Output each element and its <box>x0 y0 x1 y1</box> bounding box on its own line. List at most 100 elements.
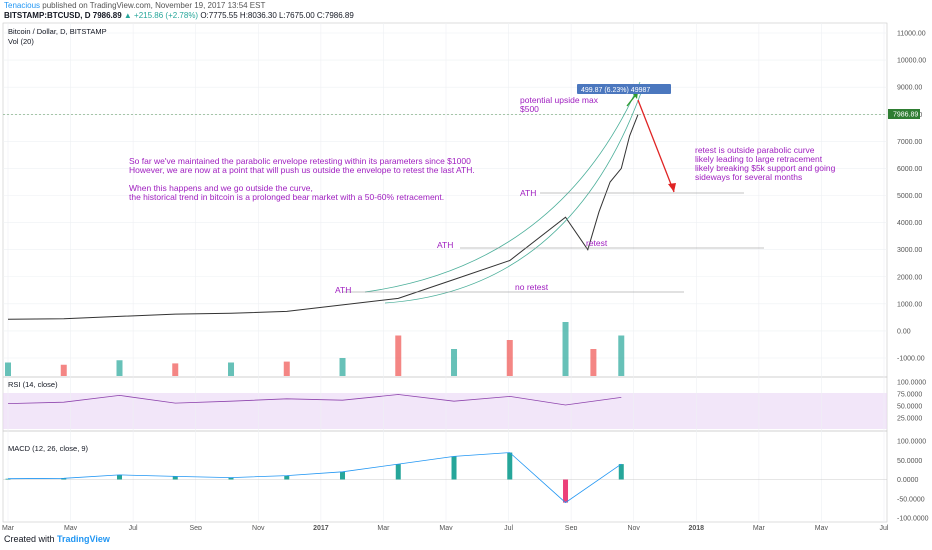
time-tick-label: Jul <box>504 525 513 530</box>
macd-line <box>7 452 622 504</box>
time-tick-label: May <box>439 525 453 530</box>
macd-histogram-bar <box>228 477 234 480</box>
rsi-tick-label: 50.0000 <box>897 404 922 411</box>
ath-label-1: ATH <box>335 285 351 295</box>
volume-bar <box>590 349 597 376</box>
upside-note-2: $500 <box>520 104 539 114</box>
macd-histogram-bar <box>395 464 401 480</box>
last-price-tag <box>888 109 920 119</box>
macd-histogram-bar <box>61 478 67 480</box>
macd-histogram-bar <box>618 464 624 480</box>
price-line <box>7 114 639 320</box>
rsi-tick-label: 100.0000 <box>897 380 926 387</box>
time-tick-label: 2017 <box>313 525 329 530</box>
volume-bar <box>506 340 513 376</box>
grid <box>3 23 887 522</box>
chart[interactable]: Bitcoin / Dollar, D, BITSTAMP Vol (20) R… <box>0 20 932 530</box>
drop-arrow <box>637 99 675 193</box>
time-tick-label: Mar <box>753 525 766 530</box>
macd-histogram-bar <box>172 476 178 480</box>
x-axis: Mar May Jul Sep Nov 2017 Mar May Jul Sep Nov 2018 Ma… <box>2 525 889 530</box>
time-tick-label: Nov <box>252 525 265 530</box>
price-change: ▲ +215.86 (+2.78%) <box>123 11 199 20</box>
rsi-tick-label: 25.0000 <box>897 416 922 423</box>
right-note-1: retest is outside parabolic curve <box>695 145 815 155</box>
macd-histogram-bar <box>5 478 11 480</box>
volume-bar <box>451 349 458 376</box>
rsi-tick-label: 75.0000 <box>897 392 922 399</box>
price-tick-label: 10000.00 <box>897 58 926 65</box>
rsi-series <box>7 394 622 406</box>
last-price: 7986.89 <box>92 11 122 20</box>
symbol-line: BITSTAMP:BTCUSD, D 7986.89 ▲ +215.86 (+2… <box>4 11 354 20</box>
macd-histogram-bar <box>507 452 513 480</box>
volume-bar <box>339 358 346 376</box>
volume-label: Vol (20) <box>8 37 34 46</box>
measure-tooltip <box>577 84 671 94</box>
macd-histogram-bar <box>340 471 346 480</box>
y-axis: 11000.0010000.009000.008000.007000.00600… <box>897 31 929 523</box>
price-tick-label: 2000.00 <box>897 274 922 281</box>
macd-tick-label: 100.0000 <box>897 439 926 446</box>
macd-histogram-bar <box>563 479 569 503</box>
footer: Created with TradingView <box>4 534 110 544</box>
macd-pane <box>2 430 888 523</box>
rsi-band <box>3 393 887 429</box>
price-tick-label: 9000.00 <box>897 85 922 92</box>
time-tick-label: Mar <box>377 525 390 530</box>
price-tick-label: 3000.00 <box>897 247 922 254</box>
volume-bar <box>116 360 123 376</box>
symbol: BITSTAMP:BTCUSD, D <box>4 11 91 20</box>
price-tick-label: 11000.00 <box>897 31 926 38</box>
price-tick-label: 1000.00 <box>897 301 922 308</box>
macd-label: MACD (12, 26, close, 9) <box>8 444 89 453</box>
macd-histogram-bar <box>284 475 290 480</box>
price-tick-label: 5000.00 <box>897 193 922 200</box>
volume-bar <box>5 362 11 376</box>
price-tick-label: 6000.00 <box>897 166 922 173</box>
publisher-name[interactable]: Tenacious <box>4 1 41 10</box>
upside-note-1: potential upside max <box>520 95 599 105</box>
publisher-line: Tenacious published on TradingView.com, … <box>4 1 265 10</box>
published-text: published on TradingView.com, November 1… <box>42 1 266 10</box>
macd-tick-label: 50.0000 <box>897 458 922 465</box>
created-with: Created with <box>4 534 55 544</box>
measure-text: 499.87 (6.23%) 49987 <box>581 87 650 94</box>
macd-histogram-bar <box>451 456 457 480</box>
price-tick-label: -1000.00 <box>897 356 925 363</box>
price-tick-label: 7000.00 <box>897 139 922 146</box>
macd-series <box>3 452 887 504</box>
chart-title: Bitcoin / Dollar, D, BITSTAMP <box>8 27 107 36</box>
macd-histogram-bar <box>117 474 123 480</box>
main-note-2: However, we are now at a point that will… <box>129 165 475 175</box>
time-tick-label: May <box>64 525 78 530</box>
price-series <box>3 114 887 320</box>
price-tick-label: 0.00 <box>897 328 911 335</box>
drop-arrowhead <box>668 183 676 192</box>
time-tick-label: Jul <box>129 525 138 530</box>
ohlc: O:7775.55 H:8036.30 L:7675.00 C:7986.89 <box>200 11 354 20</box>
parabolic-lower-curve <box>384 89 643 304</box>
price-tick-label: 4000.00 <box>897 220 922 227</box>
retest-label: retest <box>586 238 608 248</box>
time-tick-label: Sep <box>189 525 202 530</box>
rsi-line <box>7 394 622 406</box>
tradingview-logo[interactable]: TradingView <box>57 534 110 544</box>
main-note-5: the historical trend in bitcoin is a pro… <box>129 192 444 202</box>
main-note-4: When this happens and we go outside the … <box>129 183 313 193</box>
right-note-3: likely breaking $5k support and going <box>695 163 836 173</box>
volume-bars <box>5 322 625 376</box>
last-price-tag-text: 7986.89 <box>893 112 918 119</box>
macd-tick-label: 0.0000 <box>897 477 919 484</box>
macd-tick-label: -50.0000 <box>897 496 925 503</box>
time-tick-label: Sep <box>565 525 578 530</box>
time-tick-label: May <box>815 525 829 530</box>
rsi-label: RSI (14, close) <box>8 380 58 389</box>
volume-bar <box>172 363 179 376</box>
volume-bar <box>228 362 235 376</box>
volume-bar <box>283 361 290 376</box>
time-tick-label: Nov <box>627 525 640 530</box>
ath-label-2: ATH <box>437 240 453 250</box>
time-tick-label: Mar <box>2 525 15 530</box>
main-note-1: So far we've maintained the parabolic en… <box>129 156 471 166</box>
